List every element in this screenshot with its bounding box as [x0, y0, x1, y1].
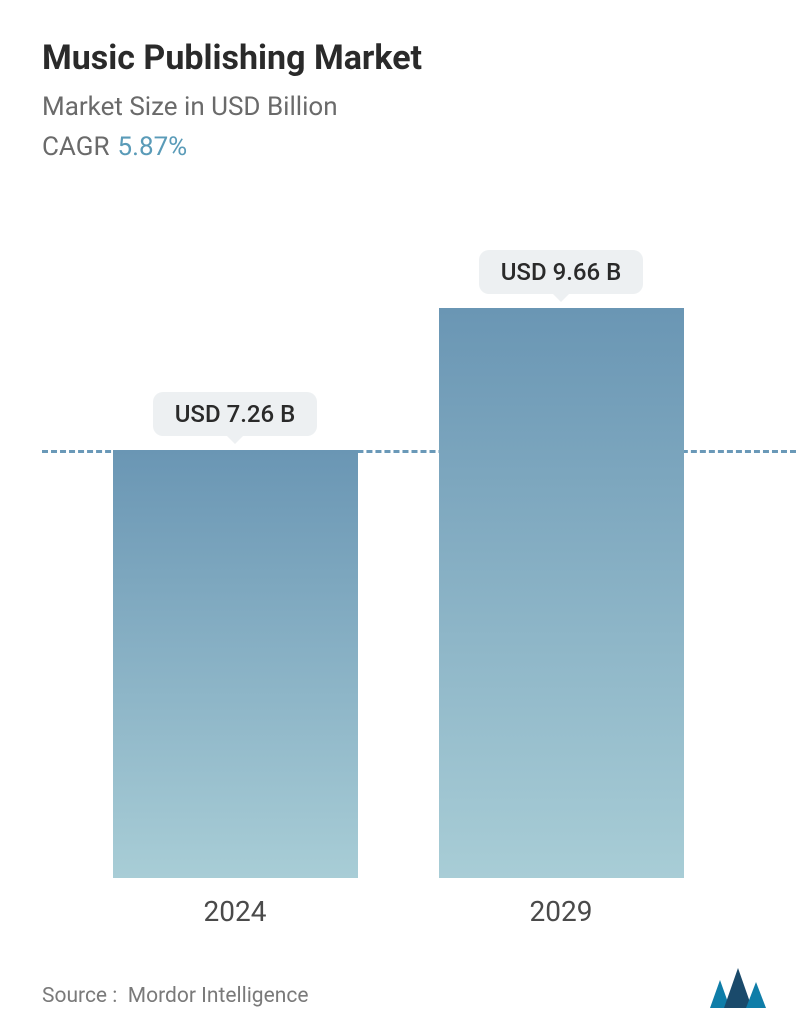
cagr-value: 5.87%: [117, 132, 187, 162]
x-label: 2024: [95, 895, 375, 928]
value-pill: USD 9.66 B: [479, 250, 644, 294]
chart-area: USD 7.26 B USD 9.66 B 2024 2029: [42, 222, 754, 922]
chart-container: Music Publishing Market Market Size in U…: [0, 0, 796, 1034]
x-axis-labels: 2024 2029: [42, 895, 754, 928]
chart-subtitle: Market Size in USD Billion: [42, 92, 754, 122]
mordor-logo-icon: [710, 968, 766, 1008]
bars-row: USD 7.26 B USD 9.66 B: [42, 222, 754, 878]
source-name: Mordor Intelligence: [128, 984, 309, 1008]
bar-2024: [113, 450, 358, 878]
bar-2029: [439, 308, 684, 878]
bar-group-2024: USD 7.26 B: [95, 392, 375, 878]
cagr-line: CAGR 5.87%: [42, 132, 754, 162]
source-label: Source :: [42, 984, 117, 1008]
bar-group-2029: USD 9.66 B: [421, 250, 701, 878]
x-label: 2029: [421, 895, 701, 928]
value-pill: USD 7.26 B: [153, 392, 318, 436]
chart-title: Music Publishing Market: [42, 38, 754, 78]
source-text: Source : Mordor Intelligence: [42, 984, 308, 1008]
chart-footer: Source : Mordor Intelligence: [42, 968, 766, 1008]
cagr-label: CAGR: [42, 132, 109, 162]
